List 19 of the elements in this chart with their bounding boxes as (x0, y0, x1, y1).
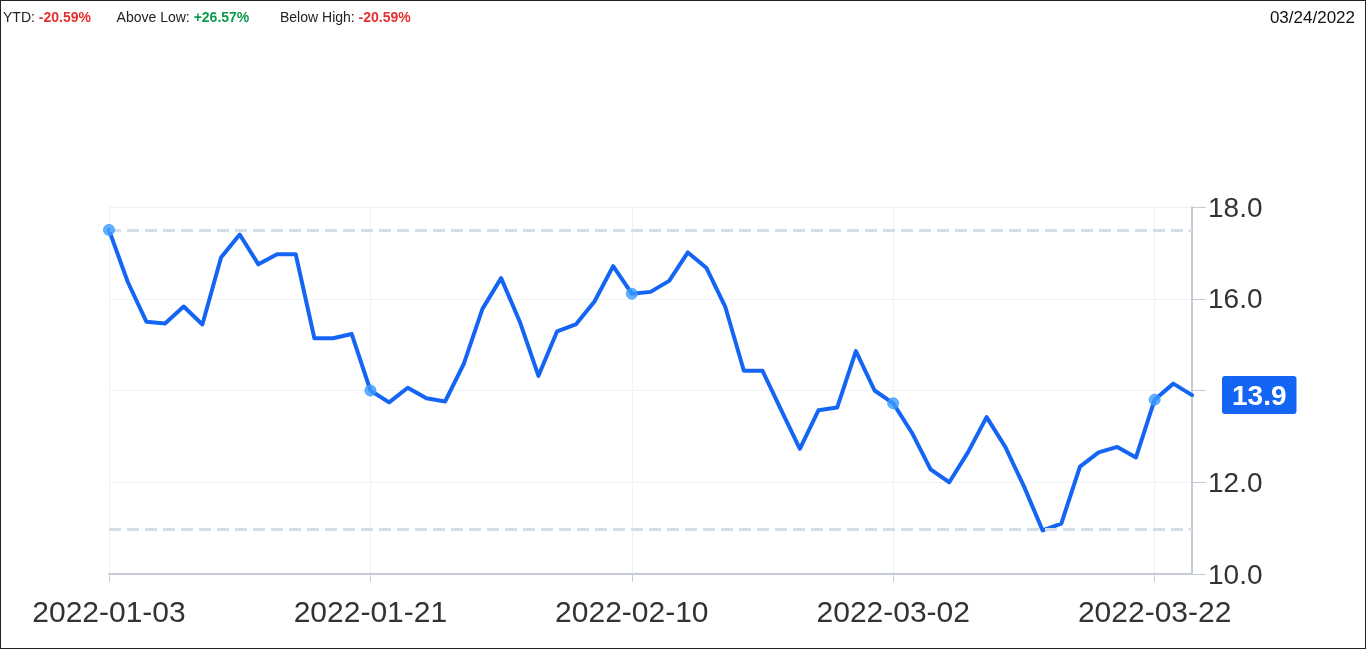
data-label: 13.9 (1232, 379, 1287, 411)
y-tick-label: 18.0 (1208, 191, 1263, 223)
point (625, 287, 638, 300)
text: Below High: -20.59% (280, 9, 412, 25)
point (364, 384, 377, 397)
y-tick-label: 16.0 (1208, 283, 1263, 315)
y-tick-label: 10.0 (1208, 558, 1263, 590)
y-tick-label: 12.0 (1208, 466, 1263, 498)
x-tick-label: 2022-03-02 (816, 594, 970, 628)
point (1148, 393, 1161, 406)
x-tick-label: 2022-01-21 (293, 594, 448, 628)
x-tick-label: 2022-02-10 (555, 594, 709, 628)
x-tick-label: 2022-01-03 (32, 594, 186, 628)
point (887, 397, 900, 410)
text: Above Low: +26.57% (116, 9, 250, 25)
text: YTD: -20.59% (3, 9, 92, 25)
text: 03/24/2022 (1269, 8, 1356, 27)
x-tick-label: 2022-03-22 (1077, 594, 1232, 628)
point (103, 223, 115, 236)
